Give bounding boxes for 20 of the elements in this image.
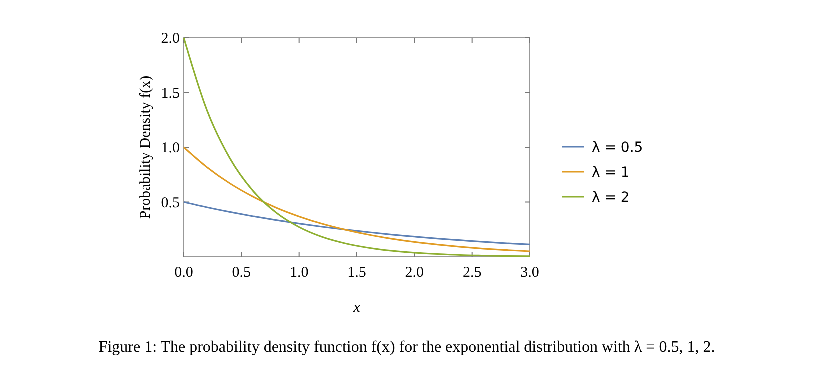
x-tick-label: 2.0 bbox=[405, 265, 424, 281]
caption: Figure 1: The probability density function f(x) for the exponential distribution with λ = 0.5, 1, 2. bbox=[98, 339, 716, 356]
x-tick-label: 1.0 bbox=[290, 265, 309, 281]
y-axis-title: Probability Density f(x) bbox=[138, 76, 154, 220]
y-tick-label: 1.5 bbox=[161, 86, 180, 102]
y-tick-label: 2.0 bbox=[161, 31, 180, 47]
x-axis-title: x bbox=[352, 300, 361, 316]
line-series bbox=[183, 201, 531, 246]
legend-label: λ = 0.5 bbox=[592, 140, 644, 156]
x-tick-label: 0.5 bbox=[232, 265, 252, 281]
y-tick-label: 0.5 bbox=[161, 195, 180, 212]
x-tick-label: 0.0 bbox=[174, 265, 194, 281]
legend-label: λ = 2 bbox=[592, 190, 630, 206]
x-tick-label: 3.0 bbox=[520, 265, 540, 281]
line-series bbox=[183, 146, 531, 252]
legend-label: λ = 1 bbox=[592, 165, 630, 181]
x-tick-label: 1.5 bbox=[348, 265, 366, 281]
x-tick-label: 2.5 bbox=[462, 265, 482, 281]
y-tick-label: 1.0 bbox=[161, 140, 180, 156]
line-series bbox=[183, 37, 531, 258]
